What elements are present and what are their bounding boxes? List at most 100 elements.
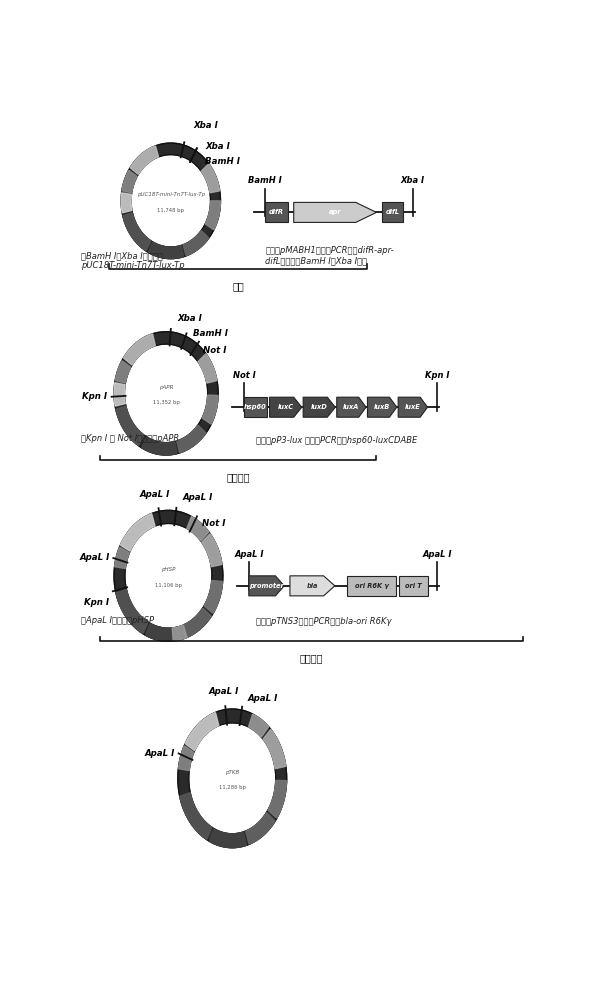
Text: luxA: luxA: [343, 404, 359, 410]
Text: 连接: 连接: [232, 281, 244, 291]
Polygon shape: [116, 589, 148, 634]
Polygon shape: [209, 829, 246, 848]
Text: ApaL I: ApaL I: [182, 493, 213, 502]
Polygon shape: [185, 712, 219, 751]
Text: apr: apr: [329, 209, 342, 215]
Polygon shape: [198, 354, 217, 383]
Polygon shape: [123, 213, 151, 251]
Polygon shape: [303, 397, 336, 417]
Text: Xba I: Xba I: [401, 176, 425, 185]
Text: 用Kpn I 和 Not I预切质粒pAPR: 用Kpn I 和 Not I预切质粒pAPR: [81, 434, 179, 443]
Polygon shape: [115, 547, 129, 569]
Text: ApaL I: ApaL I: [422, 550, 452, 559]
Polygon shape: [114, 383, 126, 406]
Polygon shape: [202, 395, 218, 424]
Polygon shape: [182, 608, 211, 638]
Polygon shape: [121, 143, 220, 259]
Text: luxC: luxC: [278, 404, 294, 410]
Text: Kpn I: Kpn I: [82, 392, 107, 401]
Text: 以质粒pMABH1为模板PCR扩增difR-apr-
difL片段后用BamH I和Xba I消化: 以质粒pMABH1为模板PCR扩增difR-apr- difL片段后用BamH …: [265, 246, 394, 265]
Polygon shape: [130, 146, 159, 174]
Polygon shape: [148, 242, 184, 259]
FancyBboxPatch shape: [346, 576, 396, 596]
Text: Kpn I: Kpn I: [425, 371, 449, 380]
Text: ori T: ori T: [405, 583, 422, 589]
FancyBboxPatch shape: [265, 202, 288, 222]
Text: Xba I: Xba I: [178, 314, 203, 323]
Polygon shape: [120, 514, 155, 551]
Polygon shape: [201, 164, 220, 193]
Polygon shape: [202, 534, 222, 567]
Polygon shape: [268, 780, 287, 818]
Text: 用ApaL I预切质粒pHSP: 用ApaL I预切质粒pHSP: [81, 616, 154, 625]
Polygon shape: [398, 397, 428, 417]
Text: ori R6K γ: ori R6K γ: [354, 583, 389, 589]
Polygon shape: [114, 332, 218, 455]
Text: BamH I: BamH I: [205, 157, 240, 166]
Text: ApaL I: ApaL I: [145, 749, 175, 758]
FancyBboxPatch shape: [244, 397, 267, 417]
Text: luxD: luxD: [311, 404, 328, 410]
Text: pTKB: pTKB: [225, 770, 239, 775]
Text: 11,748 bp: 11,748 bp: [157, 208, 184, 213]
Text: promoter: promoter: [249, 583, 284, 589]
Text: pHSP: pHSP: [161, 567, 176, 572]
Text: 11,106 bp: 11,106 bp: [155, 583, 182, 588]
Text: BamH I: BamH I: [248, 176, 282, 185]
Polygon shape: [367, 397, 396, 417]
Polygon shape: [187, 517, 209, 541]
FancyBboxPatch shape: [399, 576, 428, 596]
Text: hsp60: hsp60: [244, 404, 267, 410]
Polygon shape: [172, 625, 187, 641]
Polygon shape: [114, 510, 223, 641]
Text: 11,352 bp: 11,352 bp: [152, 400, 179, 405]
Text: ApaL I: ApaL I: [208, 687, 239, 696]
Polygon shape: [145, 623, 182, 641]
FancyBboxPatch shape: [382, 202, 403, 222]
Text: luxB: luxB: [374, 404, 390, 410]
Polygon shape: [122, 170, 137, 193]
Text: ApaL I: ApaL I: [248, 694, 278, 703]
Text: Kpn I: Kpn I: [84, 598, 109, 607]
Text: ApaL I: ApaL I: [79, 553, 110, 562]
Polygon shape: [337, 397, 366, 417]
Text: difR: difR: [269, 209, 284, 215]
Text: 同源重组: 同源重组: [300, 654, 323, 664]
Text: BamH I: BamH I: [193, 329, 228, 338]
Text: 11,286 bp: 11,286 bp: [219, 785, 246, 790]
Text: difL: difL: [386, 209, 400, 215]
Text: Xba I: Xba I: [193, 121, 218, 130]
Polygon shape: [205, 201, 220, 230]
Text: 用BamH I和Xba I预切质粒
pUC18T-mini-Tn7T-lux-Tp: 用BamH I和Xba I预切质粒 pUC18T-mini-Tn7T-lux-T…: [81, 251, 185, 270]
Polygon shape: [294, 202, 376, 222]
Text: Not I: Not I: [203, 346, 226, 355]
Text: ApaL I: ApaL I: [234, 550, 264, 559]
Text: pUC18T-mini-Tn7T-lux-Tp: pUC18T-mini-Tn7T-lux-Tp: [137, 192, 205, 197]
Text: luxE: luxE: [405, 404, 421, 410]
Text: 以质粒pP3-lux 为模板PCR扩增hsp60-luxCDABE: 以质粒pP3-lux 为模板PCR扩增hsp60-luxCDABE: [256, 436, 417, 445]
Polygon shape: [249, 576, 284, 596]
Polygon shape: [246, 812, 275, 844]
Text: Not I: Not I: [232, 371, 256, 380]
Polygon shape: [183, 231, 209, 256]
Text: 同源重组: 同源重组: [226, 473, 250, 483]
Polygon shape: [204, 580, 223, 613]
Polygon shape: [180, 793, 212, 840]
Polygon shape: [123, 334, 156, 365]
Polygon shape: [115, 361, 131, 383]
Polygon shape: [178, 746, 194, 771]
Text: Not I: Not I: [202, 519, 225, 528]
Polygon shape: [290, 576, 335, 596]
Polygon shape: [248, 714, 268, 737]
Polygon shape: [116, 406, 144, 446]
Polygon shape: [121, 193, 132, 213]
Text: 以质粒pTNS3为模板PCR扩增bla-ori R6Kγ: 以质粒pTNS3为模板PCR扩增bla-ori R6Kγ: [256, 617, 392, 626]
Text: bla: bla: [307, 583, 318, 589]
Polygon shape: [263, 729, 286, 769]
Text: ApaL I: ApaL I: [139, 490, 170, 499]
Text: Xba I: Xba I: [205, 142, 230, 151]
Text: pAPR: pAPR: [159, 385, 173, 390]
Polygon shape: [142, 437, 177, 455]
Polygon shape: [177, 425, 206, 453]
Polygon shape: [270, 397, 302, 417]
